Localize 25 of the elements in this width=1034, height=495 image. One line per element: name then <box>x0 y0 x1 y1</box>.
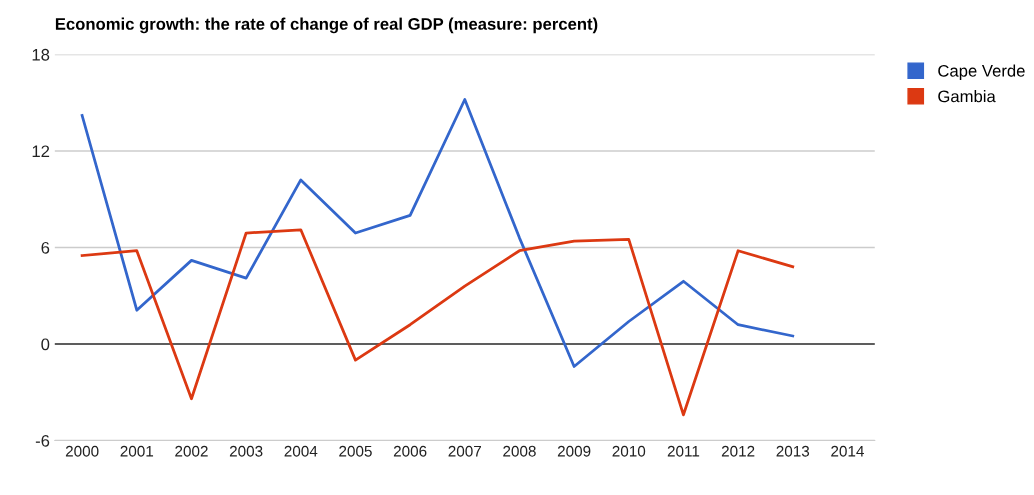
x-tick-label: 2002 <box>175 445 208 457</box>
x-tick-label: 2010 <box>612 445 646 457</box>
x-tick-label: 2000 <box>65 445 99 457</box>
x-tick-label: 2004 <box>284 445 318 457</box>
x-tick-label: 2012 <box>721 445 755 457</box>
x-tick-label: 2014 <box>831 445 864 457</box>
x-tick-label: 2003 <box>229 445 263 457</box>
x-tick-label: 2005 <box>339 445 372 457</box>
y-tick-label: 18 <box>32 48 50 61</box>
legend-label: Cape Verde <box>938 64 1025 81</box>
line-series <box>80 228 795 417</box>
y-tick-label: 12 <box>32 145 50 158</box>
line-series <box>80 98 795 368</box>
x-tick-label: 2008 <box>503 445 536 457</box>
legend-label: Gambia <box>938 90 996 103</box>
y-tick-label: 0 <box>41 338 50 351</box>
x-tick-label: 2001 <box>120 445 154 457</box>
x-tick-label: 2009 <box>557 445 591 457</box>
y-tick-label: -6 <box>35 434 50 447</box>
x-tick-label: 2007 <box>448 445 482 457</box>
y-tick-label: 6 <box>41 241 50 254</box>
x-tick-label: 2011 <box>667 445 700 457</box>
chart-title: Economic growth: the rate of change of real GDP (measure: percent) <box>55 17 598 34</box>
x-tick-label: 2006 <box>393 445 427 457</box>
x-tick-label: 2013 <box>776 445 810 457</box>
